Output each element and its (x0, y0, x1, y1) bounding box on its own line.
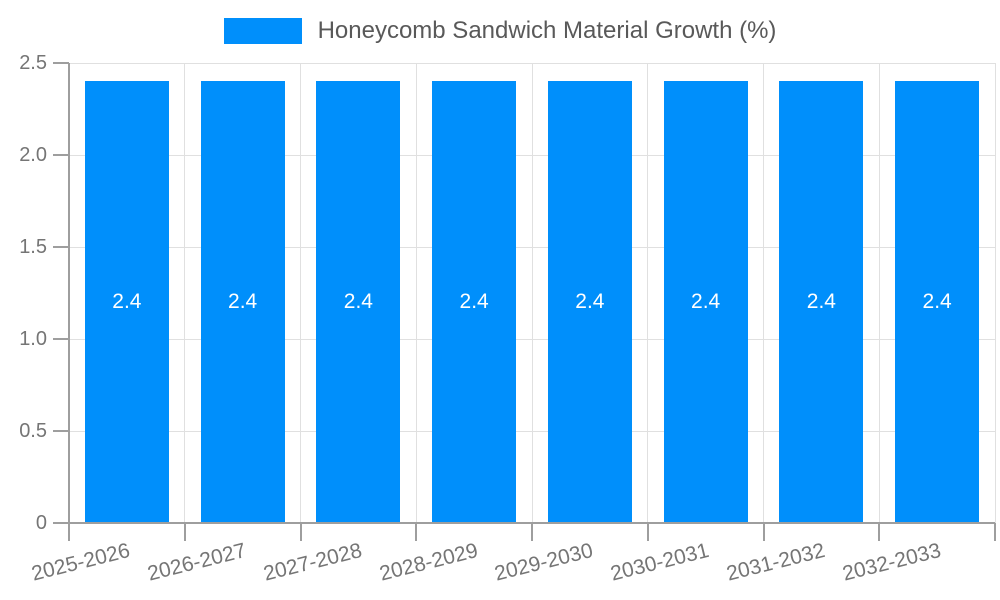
y-tick-label: 1.0 (19, 328, 47, 350)
y-axis-tick (53, 154, 69, 156)
bar[interactable] (663, 81, 748, 523)
x-axis-tick (994, 523, 996, 541)
gridline-vertical (763, 63, 764, 523)
plot-area: 2.4 2.4 2.4 2.4 2.4 2.4 2.4 2.4 (69, 63, 996, 523)
bar[interactable] (779, 81, 864, 523)
chart-legend[interactable]: Honeycomb Sandwich Material Growth (%) (0, 14, 1000, 48)
y-axis-tick (53, 62, 69, 64)
x-tick-label: 2026-2027 (145, 538, 249, 586)
y-axis-tick (53, 522, 69, 524)
y-axis-tick (53, 430, 69, 432)
x-axis-tick (299, 523, 302, 541)
x-axis-tick (878, 523, 881, 541)
bar[interactable] (316, 81, 401, 523)
x-axis-tick (183, 523, 186, 541)
x-axis-tick (762, 523, 765, 541)
x-tick-label: 2028-2029 (376, 538, 480, 586)
x-tick-label: 2031-2032 (724, 538, 828, 586)
bar[interactable] (547, 81, 632, 523)
gridline-vertical (531, 63, 533, 523)
x-tick-label: 2025-2026 (29, 538, 133, 586)
x-tick-label: 2029-2030 (492, 538, 596, 586)
bar[interactable] (432, 81, 517, 523)
x-axis-tick (415, 523, 418, 541)
gridline-vertical (184, 63, 186, 523)
gridline-vertical (878, 63, 880, 523)
bar[interactable] (200, 81, 285, 523)
y-axis-tick (53, 246, 69, 248)
x-axis-tick (68, 523, 70, 541)
gridline-vertical (994, 63, 996, 523)
bar[interactable] (895, 81, 980, 523)
legend-swatch-icon (223, 18, 302, 44)
bar[interactable] (84, 81, 169, 523)
y-axis-line (68, 63, 70, 523)
y-tick-label: 0 (35, 512, 47, 534)
x-tick-label: 2032-2033 (839, 538, 943, 586)
y-tick-label: 2.5 (19, 52, 47, 74)
y-tick-label: 0.5 (19, 420, 47, 442)
gridline-vertical (415, 63, 417, 523)
y-axis-tick (53, 338, 69, 340)
y-tick-label: 1.5 (19, 236, 47, 258)
y-tick-label: 2.0 (19, 144, 47, 166)
gridline-vertical (647, 63, 649, 523)
x-axis-tick (646, 523, 649, 541)
x-tick-label: 2027-2028 (261, 538, 365, 586)
x-tick-label: 2030-2031 (608, 538, 712, 586)
gridline-vertical (300, 63, 301, 523)
legend-label: Honeycomb Sandwich Material Growth (%) (317, 17, 777, 44)
x-axis-tick (531, 523, 533, 541)
